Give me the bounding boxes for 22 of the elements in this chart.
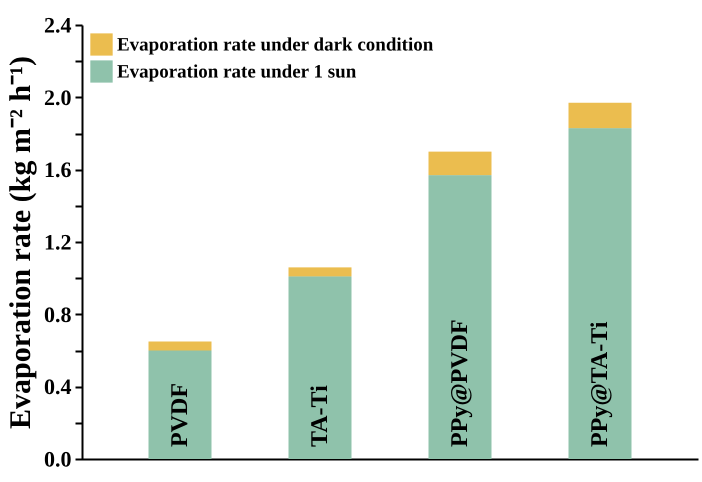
x-tick-label: PPy@PVDF [447,319,473,447]
bar [288,267,352,276]
y-tick-label: 1.2 [44,230,72,254]
bar [148,350,212,459]
x-tick-label: PPy@TA-Ti [587,321,613,447]
y-tick-label: 0.4 [44,374,72,400]
y-tick-label: 0.0 [44,446,72,472]
bar [568,102,632,128]
y-tick-label: 2.0 [44,84,72,110]
bar [428,175,492,459]
x-tick-label: TA-Ti [307,384,333,447]
y-tick-label: 0.8 [44,302,72,327]
bar [288,276,352,459]
bar [148,341,212,350]
legend-label: Evaporation rate under dark condition [117,34,434,56]
y-tick-label: 1.6 [44,157,72,182]
legend-label: Evaporation rate under 1 sun [117,62,357,82]
bar [568,128,632,459]
y-axis-title: Evaporation rate (kg m⁻² h⁻¹) [4,56,37,429]
bar [428,152,492,176]
y-tick-label: 2.4 [44,12,72,38]
x-tick-label: PVDF [167,383,193,447]
